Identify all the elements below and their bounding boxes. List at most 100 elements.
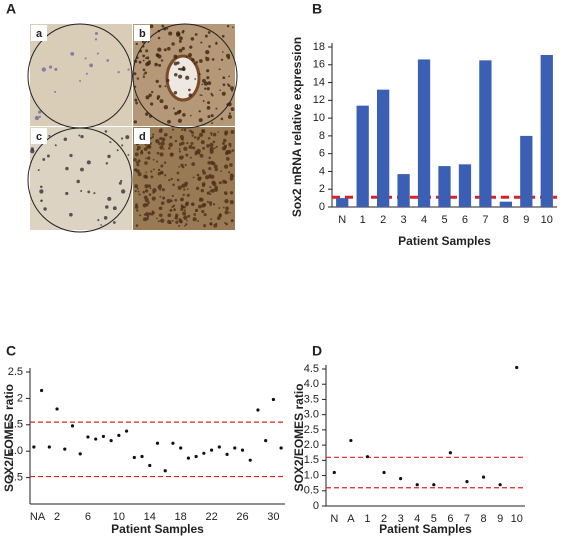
cell [201,209,205,214]
cell [143,73,145,76]
cell [188,93,193,97]
cell [193,213,197,216]
cell [142,59,145,62]
cell [200,140,205,145]
cell [199,132,204,137]
cell [41,67,46,72]
point [256,408,260,412]
cell [149,142,152,145]
point [186,456,191,460]
cell [201,169,205,172]
cell [160,128,163,131]
cell [103,216,108,220]
cell [170,177,173,181]
cell [184,224,186,227]
panel-label: C [6,343,16,359]
cell [183,146,188,151]
y-tick-label: 18 [313,41,325,53]
cell [146,56,150,60]
cell [144,184,149,189]
x-tick-label: 9 [497,513,503,525]
point [225,452,229,456]
cell [183,128,187,132]
cell [229,191,234,195]
cell [168,31,173,36]
cell [97,219,100,222]
cell [159,99,164,104]
cell [133,158,137,162]
cell [185,56,188,58]
cell [105,162,109,165]
x-tick-label: 8 [480,513,486,525]
cell [172,183,175,187]
cell [87,190,91,194]
cell [161,137,166,142]
cell [190,114,192,117]
cell [200,41,203,44]
point [399,477,403,481]
cell [206,69,210,73]
cell [176,215,178,218]
cell [116,149,119,152]
cell [150,212,154,216]
cell [144,143,147,146]
point [271,397,276,402]
x-tick-label: 8 [503,214,509,226]
cell [228,112,231,115]
cell [38,115,41,118]
cell [225,149,230,154]
cell [174,216,179,220]
cell [192,217,197,222]
cell [213,223,218,228]
cell [112,221,116,224]
cell [209,193,212,196]
cell [230,219,234,223]
label-box [134,128,150,144]
cell [183,215,188,220]
cell [208,201,213,205]
point [465,480,469,484]
cell [232,26,234,29]
cell [104,130,108,133]
cell [222,76,226,80]
x-tick-label: A [347,513,355,525]
point [415,483,419,487]
cell [80,135,84,139]
label-box [134,25,150,41]
cell [127,68,130,71]
cell [127,154,130,156]
cell [145,95,150,100]
cell [189,129,192,133]
cell [166,78,170,83]
cell [206,76,210,80]
bar [336,198,349,207]
cell [200,94,203,97]
cell [218,181,222,185]
x-tick-label: 4 [421,214,427,226]
cell [43,207,47,211]
cell [147,201,150,204]
cell [191,134,194,137]
cell [167,219,172,224]
cell [138,193,141,196]
cell [221,34,225,38]
cell [139,151,144,155]
x-tick-label: 6 [462,214,468,226]
cell [178,74,183,79]
cell [174,198,178,202]
cell [208,45,211,48]
cell [142,75,145,79]
cell [136,187,139,190]
cell [207,81,212,85]
cell [142,54,146,58]
x-tick-label: 14 [144,511,156,523]
x-tick-label: 22 [205,511,217,523]
cell [194,33,198,36]
cell [158,206,163,211]
point [233,446,237,450]
cell [69,212,73,217]
point [481,475,486,479]
cell [225,222,228,226]
x-tick-label: 5 [441,214,447,226]
y-tick-label: 14 [313,76,325,88]
